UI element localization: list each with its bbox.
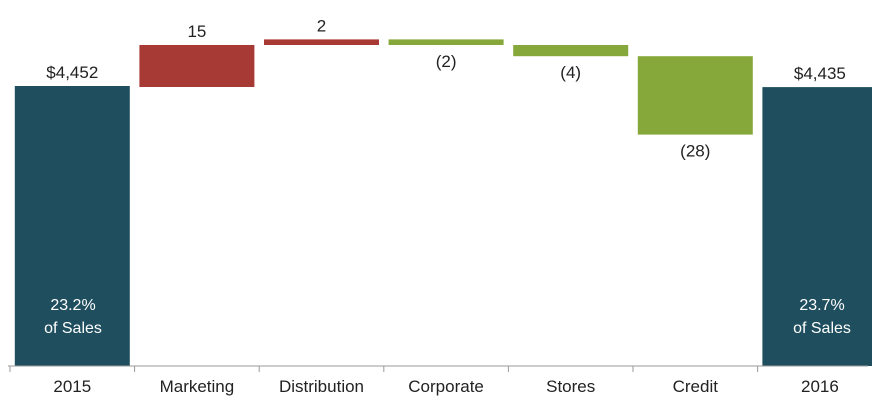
bar-2015 [14,86,130,366]
category-label-stores: Stores [546,377,595,396]
value-label-2016: $4,435 [794,64,846,83]
value-label-2015: $4,452 [46,63,98,82]
category-label-distribution: Distribution [279,377,364,396]
category-label-corporate: Corporate [408,377,484,396]
inner-notes-layer: 23.2% of Sales 23.7% of Sales [44,297,851,337]
value-label-distribution: 2 [317,16,326,35]
x-axis-ticks [9,366,759,372]
value-label-corporate: (2) [436,52,457,71]
category-labels-layer: 2015 Marketing Distribution Corporate Stores… [53,377,838,396]
bar-corporate [388,39,504,45]
bar-marketing [139,45,255,87]
category-label-credit: Credit [673,377,719,396]
bar-credit [637,56,753,135]
bars-layer [14,39,872,366]
end-note-line-1: 23.7% [799,297,844,314]
value-label-stores: (4) [560,63,581,82]
value-label-credit: (28) [680,142,710,161]
value-label-marketing: 15 [187,22,206,41]
bar-2016 [762,87,872,366]
category-label-2015: 2015 [53,377,91,396]
value-labels-layer: $4,452 15 2 (2) (4) (28) $4,435 [46,16,846,160]
bar-stores [513,45,629,57]
start-note-line-1: 23.2% [50,297,95,314]
category-label-2016: 2016 [801,377,839,396]
category-label-marketing: Marketing [160,377,235,396]
bar-distribution [264,39,379,45]
end-note-line-2: of Sales [793,320,851,337]
start-note-line-2: of Sales [44,320,102,337]
